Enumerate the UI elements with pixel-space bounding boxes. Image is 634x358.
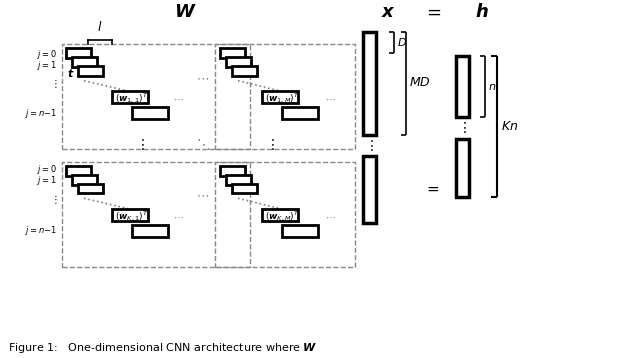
Text: $\cdots$: $\cdots$	[172, 212, 183, 222]
Text: $j{=}n{-}1$: $j{=}n{-}1$	[25, 107, 57, 120]
Text: $\vdots$: $\vdots$	[49, 193, 57, 206]
Bar	[363, 32, 376, 135]
Bar	[215, 162, 355, 267]
Text: $\cdots$: $\cdots$	[197, 71, 210, 84]
Text: $\boldsymbol{W}$: $\boldsymbol{W}$	[174, 3, 197, 21]
Text: $j{=}0$: $j{=}0$	[37, 163, 57, 176]
Text: $\cdots$: $\cdots$	[197, 189, 210, 202]
Text: $Kn$: $Kn$	[501, 120, 518, 133]
Text: $j{=}0$: $j{=}0$	[37, 48, 57, 61]
Bar	[282, 107, 318, 119]
Bar	[220, 48, 245, 58]
Bar	[215, 44, 355, 149]
Text: $MD$: $MD$	[409, 76, 431, 89]
Bar	[112, 209, 148, 221]
Text: $\cdots$: $\cdots$	[325, 212, 335, 222]
Text: $(\boldsymbol{w}_{K,1})^T$: $(\boldsymbol{w}_{K,1})^T$	[115, 209, 149, 223]
Bar	[363, 156, 376, 223]
Bar	[66, 166, 91, 176]
Text: $l$: $l$	[97, 20, 103, 34]
Bar	[220, 166, 245, 176]
Text: $\boldsymbol{t}$: $\boldsymbol{t}$	[67, 67, 75, 79]
Text: $=$: $=$	[424, 181, 440, 196]
Text: $\cdots$: $\cdots$	[325, 94, 335, 104]
Bar	[62, 44, 250, 149]
Bar	[62, 162, 250, 267]
Bar	[112, 92, 148, 103]
Bar	[132, 225, 168, 237]
Text: $(\boldsymbol{w}_{1,1})^T$: $(\boldsymbol{w}_{1,1})^T$	[115, 92, 148, 105]
Text: $n$: $n$	[488, 82, 496, 92]
Bar	[78, 184, 103, 193]
Bar	[226, 175, 251, 185]
Bar	[232, 184, 257, 193]
Text: $\boldsymbol{x}$: $\boldsymbol{x}$	[380, 3, 396, 21]
Text: $\ddots$: $\ddots$	[196, 137, 210, 152]
Text: $j{=}1$: $j{=}1$	[37, 174, 57, 187]
Bar	[226, 57, 251, 67]
Bar	[456, 56, 469, 117]
Bar	[72, 57, 97, 67]
Bar	[262, 92, 298, 103]
Text: $\vdots$: $\vdots$	[364, 138, 374, 153]
Text: Figure 1:   One-dimensional CNN architecture where $\boldsymbol{W}$: Figure 1: One-dimensional CNN architectu…	[8, 341, 318, 355]
Text: $\vdots$: $\vdots$	[265, 137, 275, 152]
Text: $\vdots$: $\vdots$	[457, 120, 467, 135]
Text: $\vdots$: $\vdots$	[135, 137, 145, 152]
Text: $\vdots$: $\vdots$	[49, 77, 57, 90]
Text: $j{=}1$: $j{=}1$	[37, 58, 57, 72]
Text: $D$: $D$	[397, 37, 407, 48]
Bar	[78, 66, 103, 76]
Bar	[72, 175, 97, 185]
Text: $\cdots$: $\cdots$	[172, 94, 183, 104]
Bar	[262, 209, 298, 221]
Bar	[456, 139, 469, 197]
Bar	[66, 48, 91, 58]
Bar	[282, 225, 318, 237]
Text: $\boldsymbol{h}$: $\boldsymbol{h}$	[475, 3, 489, 21]
Text: $(\boldsymbol{w}_{K,M})^T$: $(\boldsymbol{w}_{K,M})^T$	[264, 209, 299, 223]
Text: $j{=}n{-}1$: $j{=}n{-}1$	[25, 224, 57, 237]
Bar	[132, 107, 168, 119]
Text: $=$: $=$	[423, 3, 441, 21]
Text: $(\boldsymbol{w}_{1,M})^T$: $(\boldsymbol{w}_{1,M})^T$	[264, 92, 299, 105]
Bar	[232, 66, 257, 76]
